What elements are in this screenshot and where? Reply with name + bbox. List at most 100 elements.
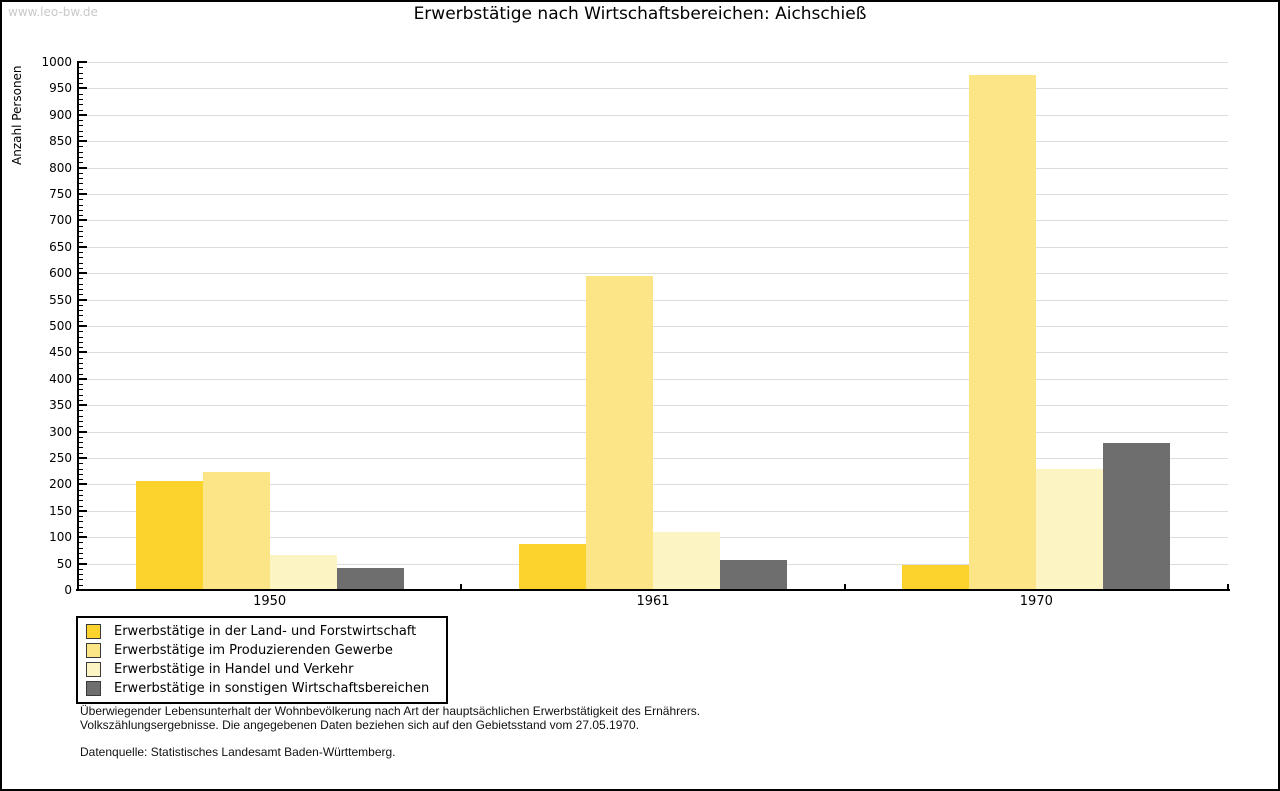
- legend-swatch-icon: [86, 624, 101, 639]
- legend-item-label: Erwerbstätige in der Land- und Forstwirt…: [114, 624, 417, 639]
- y-minor-tick: [79, 505, 83, 507]
- y-minor-tick: [79, 236, 83, 238]
- y-minor-tick: [79, 500, 83, 502]
- y-tick-label-400: 400: [49, 371, 72, 386]
- gridline: [78, 194, 1228, 195]
- y-minor-tick: [79, 151, 83, 153]
- y-minor-tick: [79, 426, 83, 428]
- y-minor-tick: [79, 463, 83, 465]
- y-major-tick: [79, 377, 87, 380]
- y-major-tick: [79, 166, 87, 169]
- y-minor-tick: [79, 204, 83, 206]
- legend-item-label: Erwerbstätige in sonstigen Wirtschaftsbe…: [114, 681, 430, 696]
- legend-item-label: Erwerbstätige in Handel und Verkehr: [114, 662, 354, 677]
- gridline: [78, 405, 1228, 407]
- bar-1970-series-0: [902, 565, 970, 590]
- y-tick-label-100: 100: [49, 530, 72, 545]
- legend-item-label: Erwerbstätige im Produzierenden Gewerbe: [114, 643, 393, 658]
- y-major-tick: [79, 325, 87, 327]
- y-tick-label-50: 50: [56, 556, 72, 571]
- y-minor-tick: [79, 421, 83, 423]
- y-minor-tick: [79, 304, 83, 306]
- legend-swatch-icon: [86, 643, 101, 658]
- bar-1970-series-1: [969, 74, 1037, 590]
- y-minor-tick: [79, 531, 83, 533]
- bar-1961-series-0: [519, 543, 586, 590]
- bar-1961-series-3: [720, 560, 787, 590]
- y-minor-tick: [79, 283, 83, 285]
- footnote-line-2: Volkszählungsergebnisse. Die angegebenen…: [80, 718, 640, 732]
- gridline: [78, 88, 1228, 90]
- y-minor-tick: [79, 468, 83, 470]
- y-minor-tick: [79, 553, 83, 555]
- x-axis-line: [76, 589, 1230, 591]
- bar-1961-series-1: [586, 275, 653, 590]
- y-minor-tick: [79, 252, 83, 254]
- y-major-tick: [79, 140, 87, 143]
- y-tick-label-150: 150: [49, 503, 72, 518]
- y-minor-tick: [79, 262, 83, 264]
- gridline: [78, 62, 1228, 63]
- y-minor-tick: [79, 394, 83, 396]
- y-minor-tick: [79, 399, 83, 401]
- y-minor-tick: [79, 452, 83, 454]
- gridline: [78, 326, 1228, 327]
- y-axis-line: [77, 61, 79, 591]
- y-minor-tick: [79, 77, 83, 79]
- y-major-tick: [79, 113, 87, 116]
- y-minor-tick: [79, 368, 83, 370]
- y-major-tick: [79, 219, 87, 222]
- y-major-tick: [79, 87, 87, 90]
- bar-1970-series-3: [1103, 442, 1171, 590]
- gridline: [78, 510, 1228, 512]
- y-minor-tick: [79, 98, 83, 100]
- y-minor-tick: [79, 336, 83, 338]
- y-major-tick: [79, 457, 87, 459]
- gridline: [78, 220, 1228, 222]
- y-minor-tick: [79, 315, 83, 317]
- y-minor-tick: [79, 209, 83, 211]
- x-tick-label-1961: 1961: [636, 594, 670, 609]
- y-minor-tick: [79, 320, 83, 322]
- y-tick-label-800: 800: [49, 160, 72, 175]
- y-minor-tick: [79, 447, 83, 449]
- gridline: [78, 299, 1228, 301]
- y-major-tick: [79, 298, 87, 301]
- y-tick-label-550: 550: [49, 292, 72, 307]
- y-minor-tick: [79, 479, 83, 481]
- y-minor-tick: [79, 331, 83, 333]
- y-minor-tick: [79, 526, 83, 528]
- legend-item-produzierendes-gewerbe: Erwerbstätige im Produzierenden Gewerbe: [86, 641, 438, 660]
- y-minor-tick: [79, 109, 83, 111]
- y-minor-tick: [79, 473, 83, 475]
- y-major-tick: [79, 430, 87, 433]
- y-tick-label-600: 600: [49, 266, 72, 281]
- bar-1970-series-2: [1036, 469, 1104, 590]
- y-tick-label-500: 500: [49, 319, 72, 333]
- y-minor-tick: [79, 125, 83, 127]
- site-watermark: www.leo-bw.de: [8, 5, 98, 19]
- gridline: [78, 458, 1228, 459]
- x-tick-label-1970: 1970: [1019, 594, 1053, 609]
- y-major-tick: [79, 509, 87, 512]
- y-minor-tick: [79, 558, 83, 560]
- y-minor-tick: [79, 178, 83, 180]
- y-minor-tick: [79, 410, 83, 412]
- y-tick-label-200: 200: [49, 477, 72, 492]
- y-minor-tick: [79, 188, 83, 190]
- legend-swatch-icon: [86, 681, 101, 696]
- y-tick-label-450: 450: [49, 345, 72, 360]
- y-minor-tick: [79, 521, 83, 523]
- y-minor-tick: [79, 241, 83, 243]
- y-minor-tick: [79, 278, 83, 280]
- y-major-tick: [79, 351, 87, 354]
- chart-title: Erwerbstätige nach Wirtschaftsbereichen:…: [413, 4, 867, 24]
- legend-item-handel-verkehr: Erwerbstätige in Handel und Verkehr: [86, 660, 438, 679]
- legend-swatch-icon: [86, 662, 101, 677]
- y-minor-tick: [79, 357, 83, 359]
- y-minor-tick: [79, 310, 83, 312]
- y-minor-tick: [79, 199, 83, 201]
- gridline: [78, 378, 1228, 380]
- x-boundary-tick: [1227, 584, 1229, 590]
